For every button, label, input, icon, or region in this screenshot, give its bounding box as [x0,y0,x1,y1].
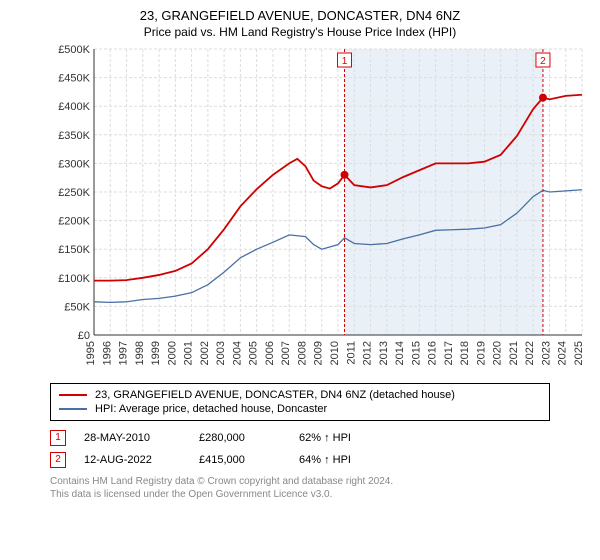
svg-text:2024: 2024 [557,341,569,365]
svg-text:2014: 2014 [394,341,406,365]
svg-text:1995: 1995 [85,341,97,365]
svg-text:2002: 2002 [199,341,211,365]
svg-text:£200K: £200K [58,216,90,228]
chart-title: 23, GRANGEFIELD AVENUE, DONCASTER, DN4 6… [0,0,600,23]
svg-text:2023: 2023 [540,341,552,365]
svg-text:2012: 2012 [362,341,374,365]
svg-text:2000: 2000 [166,341,178,365]
svg-text:1999: 1999 [150,341,162,365]
event-badge: 1 [50,430,66,446]
event-price: £280,000 [199,432,299,444]
chart-subtitle: Price paid vs. HM Land Registry's House … [0,23,600,45]
chart-area: £0 £50K £100K £150K £200K £250K £300K £350K £400… [50,45,588,375]
legend: 23, GRANGEFIELD AVENUE, DONCASTER, DN4 6… [50,383,550,421]
legend-swatch [59,408,87,410]
svg-text:£450K: £450K [58,73,90,85]
svg-text:2020: 2020 [492,341,504,365]
svg-text:2007: 2007 [280,341,292,365]
event-badge: 2 [50,452,66,468]
legend-item: 23, GRANGEFIELD AVENUE, DONCASTER, DN4 6… [59,388,541,402]
svg-text:2005: 2005 [248,341,260,365]
event-delta: 64% ↑ HPI [299,454,389,466]
footer-attribution: Contains HM Land Registry data © Crown c… [50,475,550,501]
svg-text:2001: 2001 [183,341,195,365]
event-date: 28-MAY-2010 [84,432,199,444]
event-row: 2 12-AUG-2022£415,00064% ↑ HPI [50,449,550,471]
svg-text:2009: 2009 [313,341,325,365]
svg-text:2021: 2021 [508,341,520,365]
footer-line: Contains HM Land Registry data © Crown c… [50,475,550,488]
event-date: 12-AUG-2022 [84,454,199,466]
svg-text:2003: 2003 [215,341,227,365]
svg-text:2006: 2006 [264,341,276,365]
svg-text:1998: 1998 [134,341,146,365]
event-table: 1 28-MAY-2010£280,00062% ↑ HPI 2 12-AUG-202… [50,427,550,471]
svg-text:£0: £0 [78,330,90,342]
svg-text:1996: 1996 [101,341,113,365]
svg-text:2016: 2016 [427,341,439,365]
event-row: 1 28-MAY-2010£280,00062% ↑ HPI [50,427,550,449]
svg-text:2019: 2019 [475,341,487,365]
svg-text:2013: 2013 [378,341,390,365]
svg-text:2025: 2025 [573,341,585,365]
event-price: £415,000 [199,454,299,466]
svg-text:£500K: £500K [58,45,90,56]
svg-text:2017: 2017 [443,341,455,365]
svg-text:1997: 1997 [118,341,130,365]
line-chart: £0 £50K £100K £150K £200K £250K £300K £350K £400… [50,45,588,375]
legend-label: 23, GRANGEFIELD AVENUE, DONCASTER, DN4 6… [95,389,455,401]
svg-text:2018: 2018 [459,341,471,365]
svg-text:2015: 2015 [410,341,422,365]
svg-text:2010: 2010 [329,341,341,365]
svg-text:£400K: £400K [58,101,90,113]
event-delta: 62% ↑ HPI [299,432,389,444]
svg-text:£350K: £350K [58,130,90,142]
legend-swatch [59,394,87,396]
svg-text:1: 1 [342,56,348,67]
svg-text:£300K: £300K [58,158,90,170]
svg-text:£100K: £100K [58,273,90,285]
svg-text:2004: 2004 [231,341,243,365]
svg-text:£50K: £50K [64,301,90,313]
legend-item: HPI: Average price, detached house, Donc… [59,402,541,416]
footer-line: This data is licensed under the Open Gov… [50,488,550,501]
svg-text:2: 2 [540,56,546,67]
svg-text:2011: 2011 [345,341,357,365]
svg-text:£150K: £150K [58,244,90,256]
svg-text:2008: 2008 [296,341,308,365]
legend-label: HPI: Average price, detached house, Donc… [95,403,327,415]
svg-text:£250K: £250K [58,187,90,199]
svg-text:2022: 2022 [524,341,536,365]
